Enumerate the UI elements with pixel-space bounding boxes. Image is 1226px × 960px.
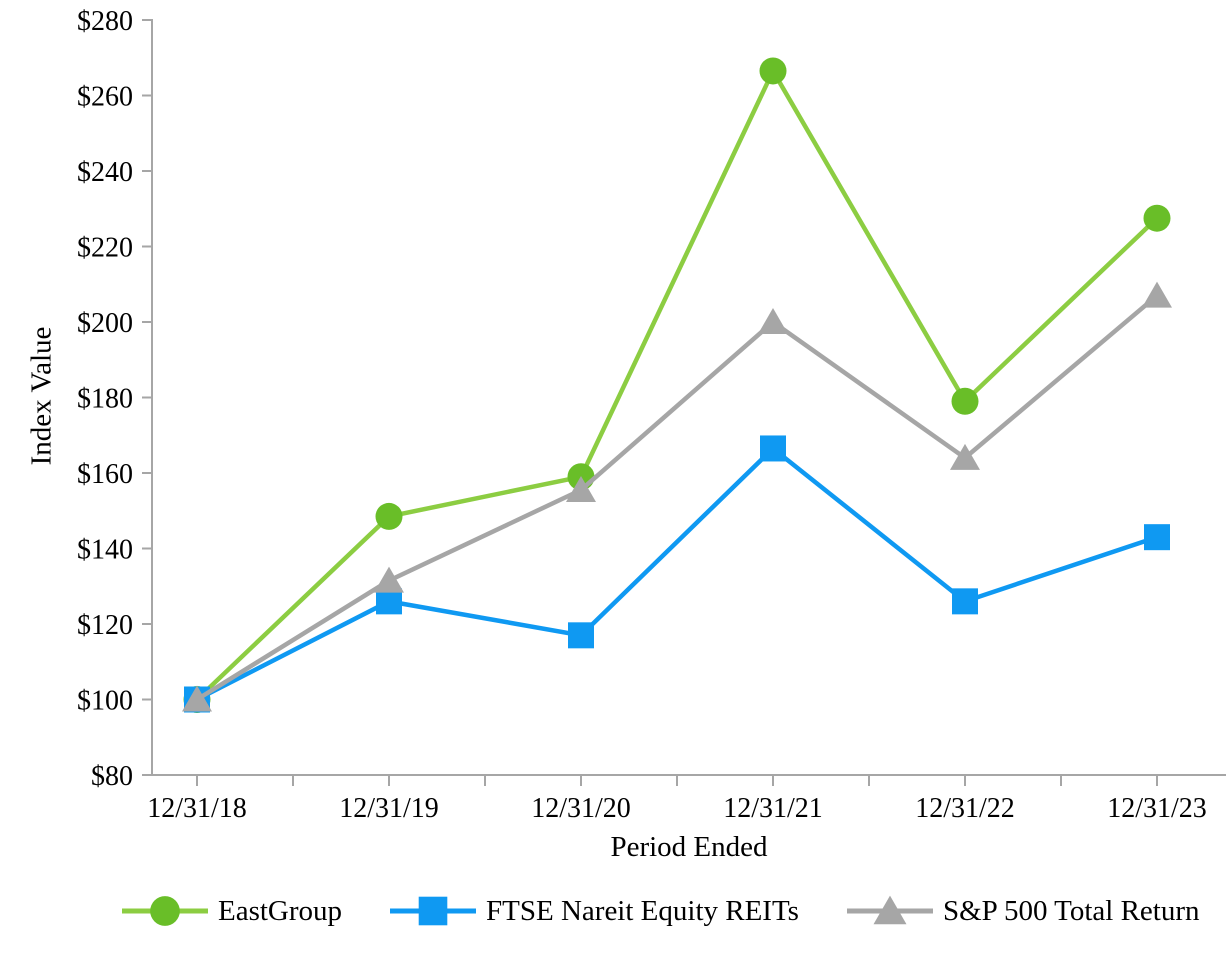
plot-area: $80 $100 $120 $140 $160 $180 $200 $220 $240 $260 $… <box>77 6 1226 824</box>
legend-label-ftse-nareit: FTSE Nareit Equity REITs <box>486 894 799 927</box>
y-tick-label: $160 <box>77 459 133 490</box>
ftse-nareit-square-marker-icon <box>390 896 477 926</box>
y-tick-label: $240 <box>77 157 133 188</box>
legend-item-ftse-nareit: FTSE Nareit Equity REITs <box>390 893 799 929</box>
y-tick-label: $200 <box>77 308 133 339</box>
y-tick-label: $100 <box>77 686 133 717</box>
legend-item-eastgroup: EastGroup <box>122 893 342 929</box>
legend-label-sp500: S&P 500 Total Return <box>942 894 1200 927</box>
y-tick-label: $260 <box>77 82 133 113</box>
x-tick-label: 12/31/18 <box>147 793 247 824</box>
y-tick-label: $80 <box>91 761 133 792</box>
chart-legend: EastGroup FTSE Nareit Equity REITs S&P 5… <box>122 893 1200 929</box>
legend-label-eastgroup: EastGroup <box>218 894 343 927</box>
x-tick-label: 12/31/20 <box>531 793 631 824</box>
y-tick-label: $220 <box>77 233 133 264</box>
y-tick-label: $280 <box>77 6 133 37</box>
x-axis-title: Period Ended <box>610 831 768 863</box>
eastgroup-circle-marker-icon <box>122 896 208 926</box>
y-tick-label: $140 <box>77 535 133 566</box>
sp500-triangle-marker-icon <box>846 895 933 925</box>
y-axis-title: Index Value <box>25 326 58 466</box>
x-tick-label: 12/31/21 <box>723 793 823 824</box>
x-tick-label: 12/31/23 <box>1107 793 1207 824</box>
x-tick-label: 12/31/19 <box>339 793 439 824</box>
x-tick-label: 12/31/22 <box>915 793 1015 824</box>
y-tick-label: $120 <box>77 610 133 641</box>
legend-item-sp500: S&P 500 Total Return <box>846 893 1200 929</box>
y-tick-label: $180 <box>77 384 133 415</box>
